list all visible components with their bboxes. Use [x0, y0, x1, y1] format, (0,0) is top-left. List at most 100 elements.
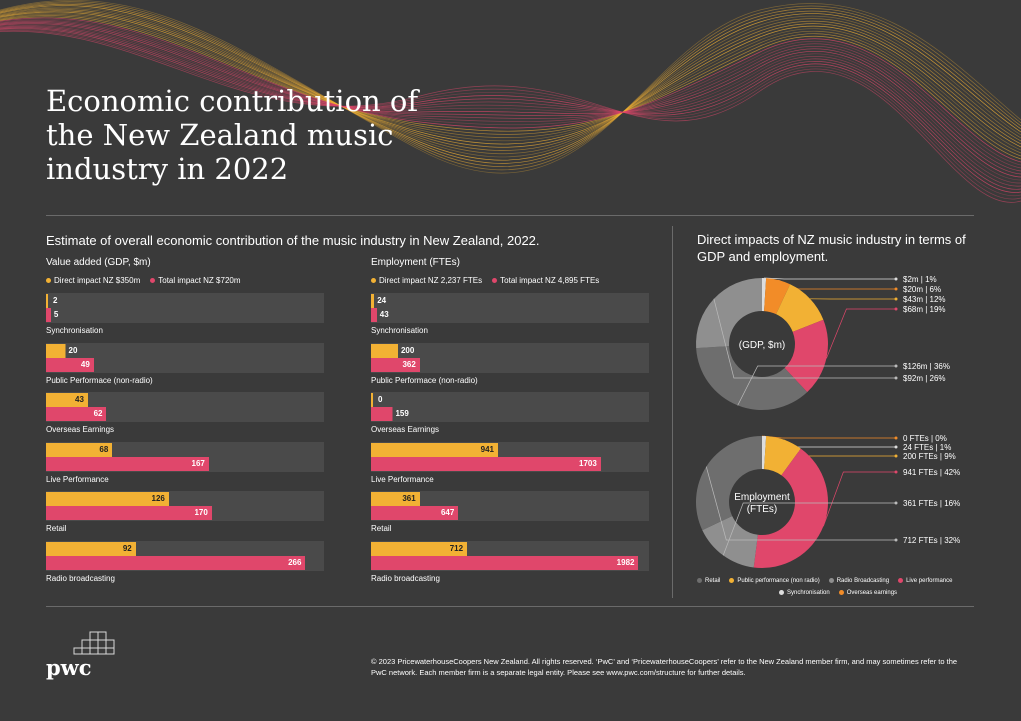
- bar-total: 62: [46, 407, 107, 422]
- leader-dot: [894, 287, 898, 291]
- employment-chart-title: Employment (FTEs): [371, 257, 460, 268]
- slice-label: 712 FTEs | 32%: [903, 536, 960, 545]
- bar-total: 5: [46, 308, 86, 322]
- wave-line: [0, 7, 1021, 155]
- donut-slice: [696, 436, 762, 531]
- wave-line: [0, 18, 1021, 166]
- decorative-wave-graphic: [0, 0, 1021, 203]
- donut-slice: [784, 319, 828, 393]
- slice-label: 0 FTEs | 0%: [903, 434, 947, 443]
- category-label: Radio broadcasting: [46, 574, 115, 583]
- leader-line: [823, 471, 896, 527]
- bar-direct: 712: [371, 542, 468, 556]
- bar-track: [46, 293, 324, 323]
- leader-dot: [894, 454, 898, 458]
- divider: [46, 215, 974, 216]
- leader-line: [713, 298, 896, 379]
- wave-line: [0, 12, 1021, 151]
- wave-line: [0, 28, 1021, 193]
- leader-line: [761, 435, 896, 439]
- donut-center-title: (GDP, $m): [739, 340, 786, 351]
- legend-item: Live performance: [898, 578, 952, 584]
- bar-total: 1982: [371, 556, 639, 570]
- pwc-logo: pwc: [46, 631, 115, 680]
- legend-label: Radio Broadcasting: [836, 578, 890, 585]
- leader-dot: [894, 307, 898, 311]
- category-label: Live Performance: [371, 474, 434, 484]
- bar-row: 361 647 Retail: [371, 491, 649, 539]
- legend-item: Synchronisation: [779, 590, 830, 596]
- leader-dot: [894, 364, 898, 368]
- bar-row: 20 49 Public Performace (non-radio): [46, 342, 324, 391]
- donut-slice: [762, 436, 767, 470]
- slice-label: $20m | 6%: [903, 285, 941, 294]
- donut-slice: [696, 278, 762, 349]
- leader-dot: [894, 470, 898, 474]
- leader-line: [764, 277, 896, 280]
- donut-slice: [753, 448, 828, 568]
- bar-direct: 20: [46, 343, 86, 358]
- wave-line: [0, 2, 1021, 167]
- bar-total: 159: [371, 407, 411, 422]
- employment-bar-chart: 24 43 Synchronisation 200 362 Public Performa…: [371, 293, 649, 593]
- bar-direct: 2: [46, 294, 86, 308]
- legend-label: Total impact NZ $720m: [158, 276, 241, 285]
- wave-line: [0, 21, 1021, 175]
- legend-item-total: Total impact NZ 4,895 FTEs: [492, 276, 599, 285]
- category-label: Synchronisation: [46, 326, 103, 335]
- bar-row: 200 362 Public Performace (non-radio): [371, 342, 649, 391]
- wave-line: [0, 15, 1021, 157]
- bar-row: 24 43 Synchronisation: [371, 293, 649, 341]
- legend-label: Live performance: [906, 578, 953, 585]
- donut-slice: [762, 278, 767, 312]
- legend-label: Public performance (non radio): [737, 578, 820, 585]
- category-label: Public Performace (non-radio): [46, 375, 153, 385]
- bar-total: 266: [46, 556, 306, 570]
- wave-line: [0, 5, 1021, 161]
- leader-line: [826, 308, 896, 359]
- wave-line: [0, 24, 1021, 181]
- bar-total: 362: [371, 357, 420, 372]
- legend-swatch: [729, 578, 735, 583]
- donut-legend-row-2: Synchronisation Overseas earnings: [779, 590, 897, 596]
- leader-line: [705, 466, 896, 541]
- slice-label: $92m | 26%: [903, 374, 946, 383]
- footer-copyright: © 2023 PricewaterhouseCoopers New Zealan…: [371, 657, 958, 677]
- donut-slice: [776, 284, 824, 332]
- wave-line: [0, 9, 1021, 151]
- category-label: Overseas Earnings: [46, 425, 115, 435]
- legend-swatch: [150, 278, 156, 284]
- wave-line: [0, 29, 1021, 197]
- legend-item-direct: Direct impact NZ 2,237 FTEs: [371, 276, 482, 285]
- legend-label: Total impact NZ 4,895 FTEs: [500, 276, 600, 285]
- bar-total: 43: [371, 308, 411, 322]
- section-title: Estimate of overall economic contributio…: [46, 233, 540, 248]
- wave-line: [0, 27, 1021, 190]
- category-label: Retail: [46, 524, 67, 534]
- bar-row: 43 62 Overseas Earnings: [46, 392, 324, 440]
- leader-dot: [894, 297, 898, 301]
- divider: [672, 226, 673, 598]
- wave-line: [0, 6, 1021, 158]
- slice-label: $68m | 19%: [903, 305, 946, 314]
- gdp-chart-legend: Direct impact NZ $350m Total impact NZ $…: [46, 276, 241, 285]
- leader-dot: [894, 277, 898, 281]
- slice-label: 200 FTEs | 9%: [903, 452, 956, 461]
- leader-dot: [894, 376, 898, 380]
- category-label: Live Performance: [46, 474, 109, 484]
- legend-label: Overseas earnings: [846, 590, 898, 597]
- bar-total: 167: [46, 456, 209, 471]
- legend-item-total: Total impact NZ $720m: [150, 276, 241, 285]
- donut-section-title: Direct impacts of NZ music industry in t…: [697, 232, 966, 264]
- wave-line: [0, 20, 1021, 172]
- gdp-chart-title: Value added (GDP, $m): [46, 257, 151, 268]
- bar-direct: 24: [371, 294, 411, 308]
- bar-row: 126 170 Retail: [46, 491, 324, 539]
- category-label: Overseas Earnings: [371, 425, 440, 435]
- category-label: Public Performace (non-radio): [371, 375, 478, 385]
- bar-total: 647: [371, 506, 459, 521]
- legend-swatch: [828, 578, 834, 583]
- bar-total: 1703: [371, 456, 601, 471]
- wave-line: [0, 1, 1021, 171]
- divider: [46, 606, 974, 607]
